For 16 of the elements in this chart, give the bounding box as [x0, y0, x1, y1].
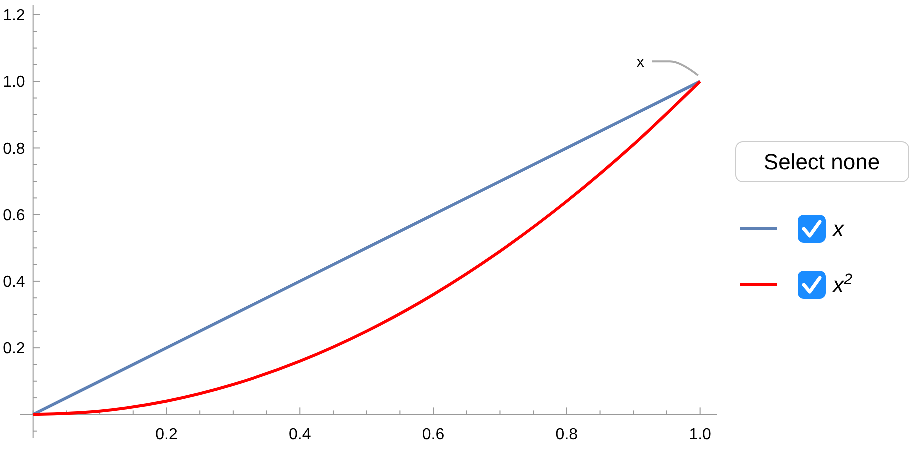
- select-none-button: Select none: [736, 142, 910, 182]
- y-tick-label: 1.2: [3, 8, 26, 25]
- text: x$^{2}$: [832, 271, 853, 298]
- text: x: [832, 216, 845, 242]
- x-tick-label: 0.4: [289, 426, 312, 444]
- x-tick-label: 0.8: [556, 426, 578, 444]
- line-series: [32, 80, 702, 416]
- y-tick-label: 0.8: [3, 140, 26, 158]
- annotation: x: [636, 54, 645, 71]
- x-tick-label: 1.0: [689, 426, 712, 444]
- y-tick-label: 0.6: [3, 207, 26, 224]
- y-tick-label: 1.0: [3, 74, 26, 92]
- x-tick-label: 0.2: [156, 426, 178, 444]
- y-tick-label: 0.2: [3, 340, 26, 358]
- x-tick-label: 0.6: [422, 426, 445, 444]
- y-tick-label: 0.4: [3, 274, 26, 292]
